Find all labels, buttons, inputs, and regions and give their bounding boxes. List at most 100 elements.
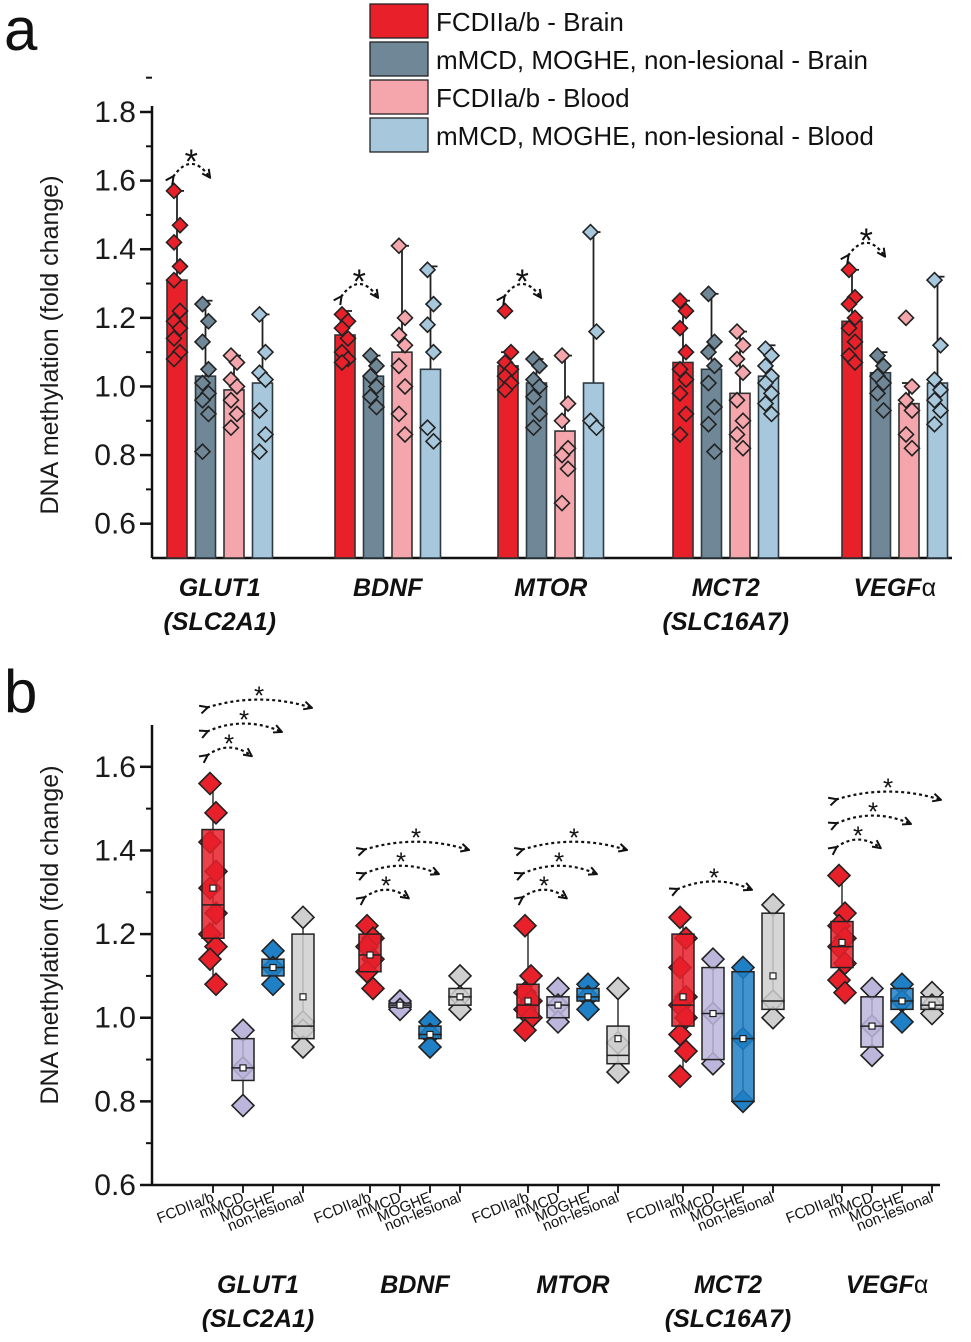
panel-b-box — [291, 933, 315, 1040]
panel-a-gene-label-2: MTOR — [514, 574, 587, 602]
panel-b-box-group-0-0 — [197, 771, 229, 1193]
panel-b-significance-bracket-6 — [522, 888, 566, 898]
panel-a-point — [840, 295, 858, 313]
panel-a-point — [671, 425, 689, 444]
panel-b-mean-marker — [898, 997, 906, 1005]
panel-a-point — [553, 412, 571, 430]
panel-a-point — [874, 357, 893, 375]
panel-a-bar — [334, 334, 356, 559]
panel-a-y-tick-label-1: 0.8 — [94, 439, 136, 472]
panel-a-point — [671, 360, 689, 378]
panel-a-point — [165, 329, 183, 348]
panel-a-point — [171, 216, 189, 234]
panel-b-box-group-3-0 — [667, 905, 699, 1193]
panel-a-bar — [391, 351, 413, 559]
panel-b-significance-bracket-10 — [836, 838, 880, 848]
panel-a-point — [925, 370, 944, 389]
panel-a-bar-group-4-2 — [897, 309, 921, 559]
panel-a-point — [762, 384, 781, 402]
panel-a-point — [931, 336, 950, 354]
panel-a-gene-labels: GLUT1 (SLC2A1) BDNF MTOR MCT2 (SLC16A7) VEGFα — [163, 574, 936, 636]
panel-a-point — [897, 425, 915, 444]
panel-b-point — [290, 1034, 316, 1060]
panel-a-bar-group-2-3 — [581, 223, 606, 559]
panel-b-box — [860, 996, 884, 1048]
panel-b-box — [761, 912, 785, 1011]
panel-a-point — [367, 398, 386, 416]
panel-b-point — [575, 997, 601, 1022]
panel-b-point — [360, 976, 386, 1001]
panel-a-legend-swatch-0 — [369, 3, 429, 39]
panel-a-bar-group-4-3 — [925, 271, 950, 559]
panel-a-point — [734, 364, 752, 382]
panel-a-bar — [898, 402, 920, 559]
panel-a-point — [874, 401, 893, 420]
panel-a-point — [193, 333, 212, 351]
panel-a-point — [496, 381, 514, 399]
panel-b-significance-star-4: * — [396, 847, 406, 877]
panel-b-significance-bracket-3 — [364, 888, 408, 898]
panel-a-bar-group-1-2 — [390, 237, 414, 559]
panel-a-point — [931, 381, 950, 399]
panel-b-gene-labels: GLUT1 (SLC2A1) BDNF MTOR MCT2 (SLC16A7) VEGFα — [202, 1271, 929, 1333]
panel-a-gene-label-1: BDNF — [353, 574, 423, 602]
panel-b-box — [671, 933, 695, 1027]
panel-a-bar — [194, 375, 217, 559]
panel-a-point — [256, 343, 275, 361]
panel-b-gene-greek-4: α — [914, 1271, 928, 1299]
panel-b-y-tick-label-2: 1.0 — [94, 1002, 136, 1035]
panel-a-bar-group-1-1 — [361, 346, 386, 559]
panel-a-point — [840, 261, 858, 279]
panel-a-point — [256, 425, 275, 444]
panel-a-point — [756, 374, 775, 392]
panel-b-box-chart: b DNA methylation (fold change) 0.6 0.8 1.… — [4, 658, 945, 1333]
panel-a-point — [396, 425, 414, 444]
panel-b-significance-bracket-9 — [677, 880, 751, 889]
panel-a-point — [756, 357, 775, 375]
panel-a-bar-group-0-1 — [193, 295, 218, 559]
panel-b-gene-label-3: MCT2 — [694, 1271, 762, 1299]
panel-a-point — [222, 391, 240, 409]
panel-b-mean-marker — [584, 993, 592, 1001]
panel-a-point — [756, 394, 775, 413]
panel-a-point — [396, 309, 414, 327]
panel-a-point — [390, 405, 408, 423]
panel-a-point — [193, 443, 212, 461]
panel-b-box-group-3-2 — [730, 955, 756, 1193]
panel-b-mean-marker — [426, 1030, 434, 1039]
panel-a-gene-label-3: MCT2 — [692, 574, 760, 602]
panel-a-bar-group-3-2 — [728, 322, 752, 559]
panel-a-point — [699, 285, 718, 303]
panel-a-point — [897, 391, 915, 409]
panel-b-significance-bracket-0 — [207, 746, 251, 756]
panel-a-bar-group-3-3 — [756, 340, 781, 559]
panel-b-mean-marker — [456, 993, 464, 1001]
panel-a-point — [390, 326, 408, 344]
panel-b-box-group-4-3 — [919, 980, 945, 1193]
panel-a-gene-sublabel-3: (SLC16A7) — [663, 608, 789, 636]
panel-b-y-tick-label-0: 0.6 — [94, 1169, 136, 1202]
panel-a-bar — [419, 368, 442, 559]
panel-a-point — [171, 257, 189, 276]
panel-b-mean-marker — [524, 997, 532, 1005]
panel-a-point — [256, 370, 275, 389]
panel-b-point — [447, 963, 473, 989]
panel-a-point — [897, 309, 915, 327]
panel-a-bar — [700, 368, 723, 559]
panel-a-point — [193, 374, 212, 392]
panel-a-point — [496, 302, 514, 320]
panel-b-significance-star-0: * — [224, 729, 234, 759]
panel-b-gene-label-2: MTOR — [536, 1271, 609, 1299]
panel-a-point — [846, 353, 864, 372]
panel-b-box-group-4-0 — [826, 863, 858, 1193]
panel-a-point — [367, 357, 386, 375]
panel-b-mean-marker — [396, 1001, 404, 1009]
panel-a-point — [587, 418, 606, 437]
panel-a-legend-label-3: mMCD, MOGHE, non-lesional - Blood — [436, 121, 874, 151]
panel-a-bar-chart: a DNA methylation (fold change) 0.6 0.8 1.… — [4, 0, 952, 636]
panel-b-significance-star-9: * — [709, 862, 719, 892]
panel-a-point — [728, 350, 746, 368]
panel-a-point — [339, 329, 357, 348]
panel-a-point — [903, 439, 921, 457]
